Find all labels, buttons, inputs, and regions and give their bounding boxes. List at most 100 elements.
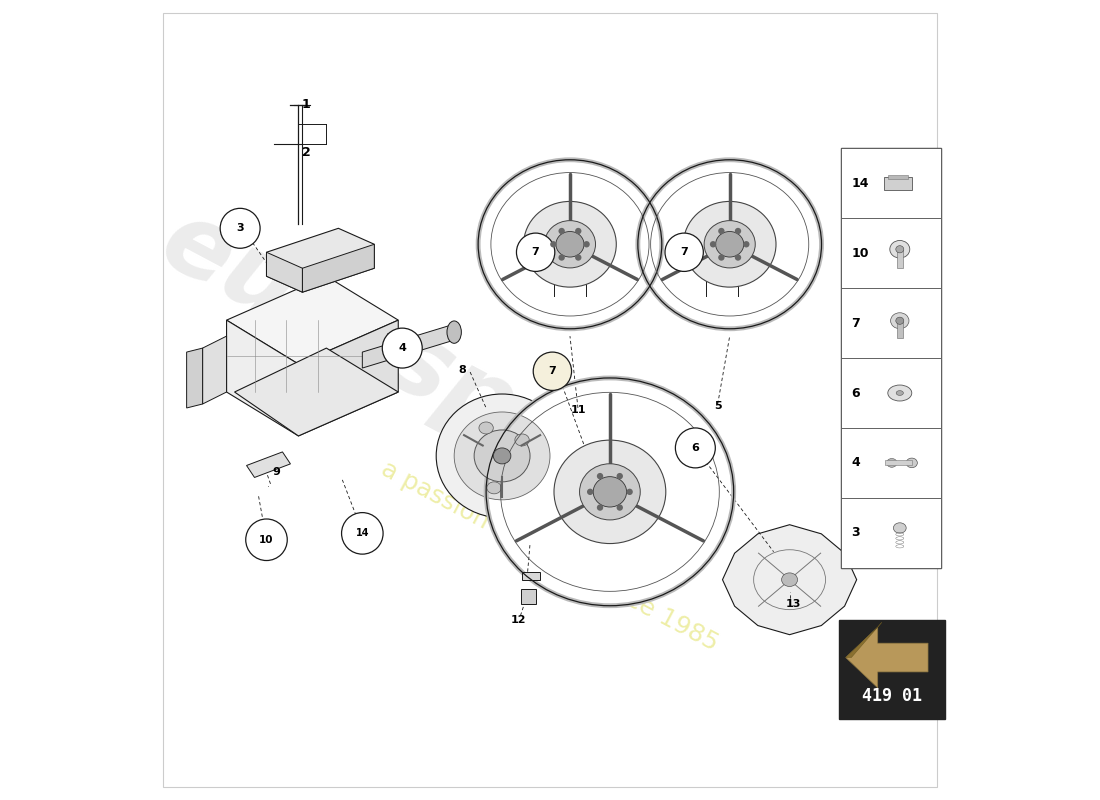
Ellipse shape (887, 458, 896, 467)
Text: 12: 12 (510, 614, 526, 625)
Text: 5: 5 (714, 401, 722, 410)
Ellipse shape (447, 321, 461, 343)
Text: 7: 7 (531, 247, 539, 258)
Text: 3: 3 (851, 526, 860, 539)
Ellipse shape (474, 430, 530, 482)
Bar (839, 620, 945, 719)
Polygon shape (846, 627, 928, 688)
Ellipse shape (454, 412, 550, 500)
Text: 2: 2 (302, 146, 311, 159)
Text: 6: 6 (692, 443, 700, 453)
Text: 7: 7 (851, 317, 860, 330)
Circle shape (597, 473, 603, 479)
Ellipse shape (554, 440, 666, 543)
Bar (842, 428, 942, 498)
Bar (842, 288, 942, 358)
Ellipse shape (515, 434, 529, 446)
Circle shape (342, 513, 383, 554)
Bar (896, 250, 903, 268)
Circle shape (710, 241, 716, 247)
Ellipse shape (704, 221, 756, 268)
Ellipse shape (486, 378, 734, 606)
Ellipse shape (580, 464, 640, 520)
Circle shape (718, 254, 725, 261)
Circle shape (617, 473, 623, 479)
Text: 419 01: 419 01 (861, 687, 922, 705)
Polygon shape (298, 320, 398, 436)
Ellipse shape (906, 458, 917, 468)
Circle shape (383, 328, 422, 368)
Polygon shape (846, 622, 882, 658)
Text: 8: 8 (459, 366, 466, 375)
Ellipse shape (478, 422, 493, 434)
Polygon shape (266, 252, 302, 292)
Ellipse shape (683, 202, 776, 287)
Circle shape (559, 228, 565, 234)
Text: 4: 4 (851, 456, 860, 470)
Bar (883, 177, 912, 190)
Circle shape (220, 208, 260, 248)
Polygon shape (246, 452, 290, 478)
Circle shape (617, 504, 623, 510)
Ellipse shape (544, 221, 595, 268)
Bar (521, 590, 536, 604)
Text: a passion for parts since 1985: a passion for parts since 1985 (377, 456, 723, 655)
Ellipse shape (896, 390, 903, 395)
Ellipse shape (437, 394, 568, 518)
Text: 10: 10 (260, 534, 274, 545)
Bar (886, 461, 912, 466)
Ellipse shape (716, 231, 744, 257)
Text: 11: 11 (570, 405, 585, 414)
Circle shape (245, 519, 287, 561)
Bar (888, 174, 907, 179)
Polygon shape (302, 244, 374, 292)
Polygon shape (187, 348, 202, 408)
Polygon shape (723, 525, 857, 634)
Polygon shape (202, 336, 227, 404)
Circle shape (534, 352, 572, 390)
Text: 14: 14 (851, 177, 869, 190)
Ellipse shape (524, 202, 616, 287)
Polygon shape (227, 276, 398, 364)
Circle shape (550, 241, 557, 247)
Polygon shape (522, 572, 540, 580)
Polygon shape (362, 324, 454, 368)
Ellipse shape (556, 231, 584, 257)
Text: 14: 14 (355, 528, 370, 538)
Circle shape (517, 233, 554, 271)
Ellipse shape (891, 313, 909, 329)
Polygon shape (227, 320, 298, 436)
Text: 7: 7 (549, 366, 557, 376)
Bar (842, 149, 942, 568)
Text: 1: 1 (302, 98, 311, 111)
Ellipse shape (893, 522, 906, 533)
Circle shape (575, 228, 582, 234)
Circle shape (666, 233, 703, 271)
Circle shape (597, 504, 603, 510)
Text: eurospares: eurospares (144, 193, 748, 575)
Bar (842, 358, 942, 428)
Circle shape (626, 489, 632, 495)
Bar (842, 218, 942, 288)
Ellipse shape (638, 160, 822, 329)
Ellipse shape (487, 482, 502, 494)
Circle shape (587, 489, 593, 495)
Ellipse shape (493, 448, 510, 464)
Circle shape (575, 254, 582, 261)
Text: 6: 6 (851, 386, 860, 399)
Polygon shape (234, 348, 398, 436)
Ellipse shape (895, 317, 904, 324)
Ellipse shape (593, 477, 627, 507)
Circle shape (735, 228, 741, 234)
Circle shape (583, 241, 590, 247)
Bar (842, 498, 942, 568)
Text: 3: 3 (236, 223, 244, 234)
Circle shape (735, 254, 741, 261)
Text: 4: 4 (398, 343, 406, 353)
Text: 10: 10 (851, 246, 869, 260)
Text: 7: 7 (680, 247, 688, 258)
Circle shape (675, 428, 715, 468)
Ellipse shape (890, 241, 910, 258)
Bar (842, 149, 942, 218)
Text: 9: 9 (272, 467, 280, 477)
